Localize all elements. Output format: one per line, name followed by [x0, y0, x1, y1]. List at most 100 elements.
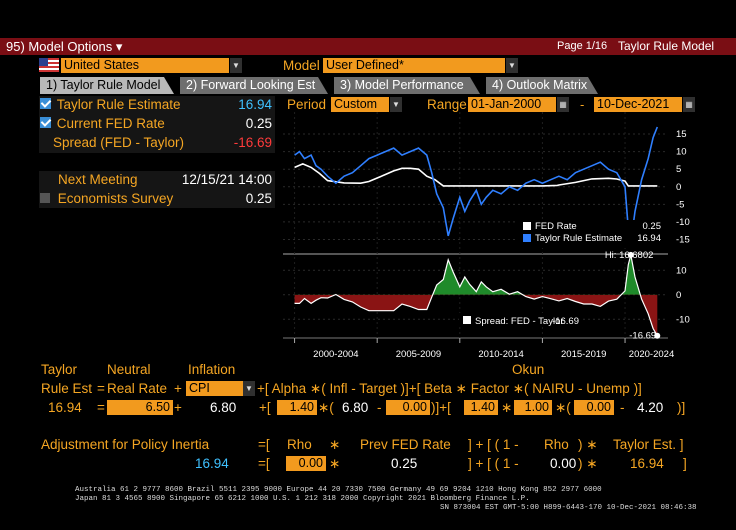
calendar-icon[interactable]: ▦: [557, 97, 569, 112]
target-input[interactable]: 0.00: [386, 400, 430, 415]
metrics-panel: [39, 96, 275, 153]
spread-row: Spread (FED - Taylor) -16.69: [40, 135, 274, 150]
model-select[interactable]: User Defined*: [323, 58, 505, 73]
y-tick-label: 0: [676, 290, 681, 301]
chevron-down-icon[interactable]: ▼: [390, 97, 402, 112]
period-label: Period: [287, 97, 327, 112]
legend-label: Taylor Rule Estimate: [535, 233, 622, 244]
legend-value: -16.69: [552, 316, 579, 327]
last-marker: [654, 332, 661, 339]
period-select[interactable]: Custom: [331, 97, 389, 112]
fed-rate-label: Current FED Rate: [56, 116, 165, 131]
legend-swatch: [523, 234, 531, 242]
header-okun: Okun: [512, 362, 545, 377]
y-tick-label: -5: [676, 199, 684, 210]
tab-forward-looking-est[interactable]: 2) Forward Looking Est: [180, 77, 328, 94]
taylor-est-label: Taylor Est. ]: [613, 437, 684, 452]
times-sign: ∗: [501, 400, 513, 415]
y-tick-label: -10: [676, 217, 690, 228]
times-sign: ∗: [329, 437, 341, 452]
tab-outlook-matrix[interactable]: 4) Outlook Matrix: [486, 77, 598, 94]
range-dash: -: [580, 97, 585, 112]
y-tick-label: 15: [676, 129, 687, 140]
end-date-field[interactable]: 10-Dec-2021: [594, 97, 682, 112]
rule-est-label: Rule Est: [41, 381, 93, 396]
series-line-taylor-rule-estimate: [294, 126, 659, 244]
country-select[interactable]: United States: [61, 58, 229, 73]
factor-input[interactable]: 1.00: [514, 400, 552, 415]
tab-taylor-rule-model[interactable]: 1) Taylor Rule Model: [40, 77, 174, 94]
start-date-field[interactable]: 01-Jan-2000: [468, 97, 556, 112]
legend-swatch: [463, 316, 471, 324]
hi-label: Hi: 16.6802: [605, 250, 654, 261]
x-tick-label: 2000-2004: [313, 349, 358, 360]
y-tick-label: -15: [676, 234, 690, 245]
checkbox-icon[interactable]: [40, 117, 51, 128]
times-open: ∗(: [318, 400, 334, 415]
x-tick-label: 2005-2009: [396, 349, 441, 360]
tab-label: 4) Outlook Matrix: [492, 78, 588, 92]
header-inflation: Inflation: [188, 362, 236, 377]
model-label: Model: [283, 58, 320, 73]
minus-sign: -: [377, 400, 382, 415]
inertia-close: ) ∗: [578, 437, 598, 452]
real-rate-label: Real Rate: [107, 381, 168, 396]
x-tick-label: 2020-2024: [629, 349, 674, 360]
bracket-open: +[: [259, 400, 271, 415]
unemp-value: 4.20: [637, 400, 664, 415]
economists-value: 0.25: [245, 191, 272, 206]
alpha-beta-terms: +[ Alpha ∗( Infl - Target )]+[ Beta ∗ Fa…: [257, 381, 642, 396]
checkbox-icon[interactable]: [40, 98, 51, 109]
prev-fed-label: Prev FED Rate: [360, 437, 451, 452]
nairu-input[interactable]: 0.00: [574, 400, 614, 415]
footer-line-2: Japan 81 3 4565 8900 Singapore 65 6212 1…: [75, 495, 530, 503]
spread-label: Spread (FED - Taylor): [53, 135, 185, 150]
inertia-eq: =[: [258, 456, 270, 471]
taylor-estimate-row: Taylor Rule Estimate 16.94: [40, 97, 274, 112]
footer-line-1: Australia 61 2 9777 8600 Brazil 5511 239…: [75, 486, 602, 494]
chevron-down-icon[interactable]: ▼: [506, 58, 518, 73]
x-tick-label: 2015-2019: [561, 349, 606, 360]
inertia-mid: ] + [ ( 1 -: [468, 437, 519, 452]
spread-area-negative: [294, 294, 658, 336]
rho-input[interactable]: 0.00: [286, 456, 326, 471]
checkbox-icon[interactable]: [40, 193, 50, 203]
footer-line-3: SN 873004 EST GMT-5:00 H899-6443-170 10-…: [440, 504, 697, 512]
screen-title: Taylor Rule Model: [618, 39, 715, 53]
next-meeting-value: 12/15/21 14:00: [181, 172, 272, 187]
plus-sign: +: [174, 400, 182, 415]
plus-sign: +: [174, 381, 182, 396]
prev-fed-value: 0.25: [391, 456, 418, 471]
inflation-measure-select[interactable]: CPI: [186, 381, 243, 396]
model-options-menu[interactable]: 95) Model Options ▾: [6, 39, 123, 54]
chevron-down-icon[interactable]: ▼: [243, 381, 255, 396]
tab-model-performance[interactable]: 3) Model Performance: [334, 77, 480, 94]
real-rate-input[interactable]: 6.50: [107, 400, 173, 415]
taylor-estimate-value: 16.94: [238, 97, 272, 112]
y-tick-label: 5: [676, 164, 681, 175]
rho-label: Rho: [287, 437, 312, 452]
next-meeting-label: Next Meeting: [58, 172, 138, 187]
calendar-icon[interactable]: ▦: [683, 97, 695, 112]
alpha-input[interactable]: 1.40: [277, 400, 317, 415]
y-tick-label: -10: [676, 314, 690, 325]
y-tick-label: 0: [676, 182, 681, 193]
chevron-down-icon[interactable]: ▼: [230, 58, 242, 73]
fed-rate-value: 0.25: [245, 116, 272, 131]
legend-value: 0.25: [643, 221, 662, 232]
fed-rate-row: Current FED Rate 0.25: [40, 116, 274, 131]
cpi-value: 6.80: [210, 400, 237, 415]
economists-label: Economists Survey: [57, 191, 174, 206]
y-tick-label: 10: [676, 265, 687, 276]
legend-label: FED Rate: [535, 221, 577, 232]
tab-label: 1) Taylor Rule Model: [46, 78, 161, 92]
rule-est-value: 16.94: [48, 400, 82, 415]
inertia-label: Adjustment for Policy Inertia: [41, 437, 210, 452]
legend-box: [515, 220, 665, 248]
minus-sign: -: [620, 400, 625, 415]
legend-label: Spread: FED - Taylor: [475, 316, 564, 327]
taylor-estimate-label: Taylor Rule Estimate: [56, 97, 181, 112]
series-line-fed-rate: [294, 163, 658, 187]
beta-input[interactable]: 1.40: [464, 400, 498, 415]
times-open: ∗(: [555, 400, 571, 415]
